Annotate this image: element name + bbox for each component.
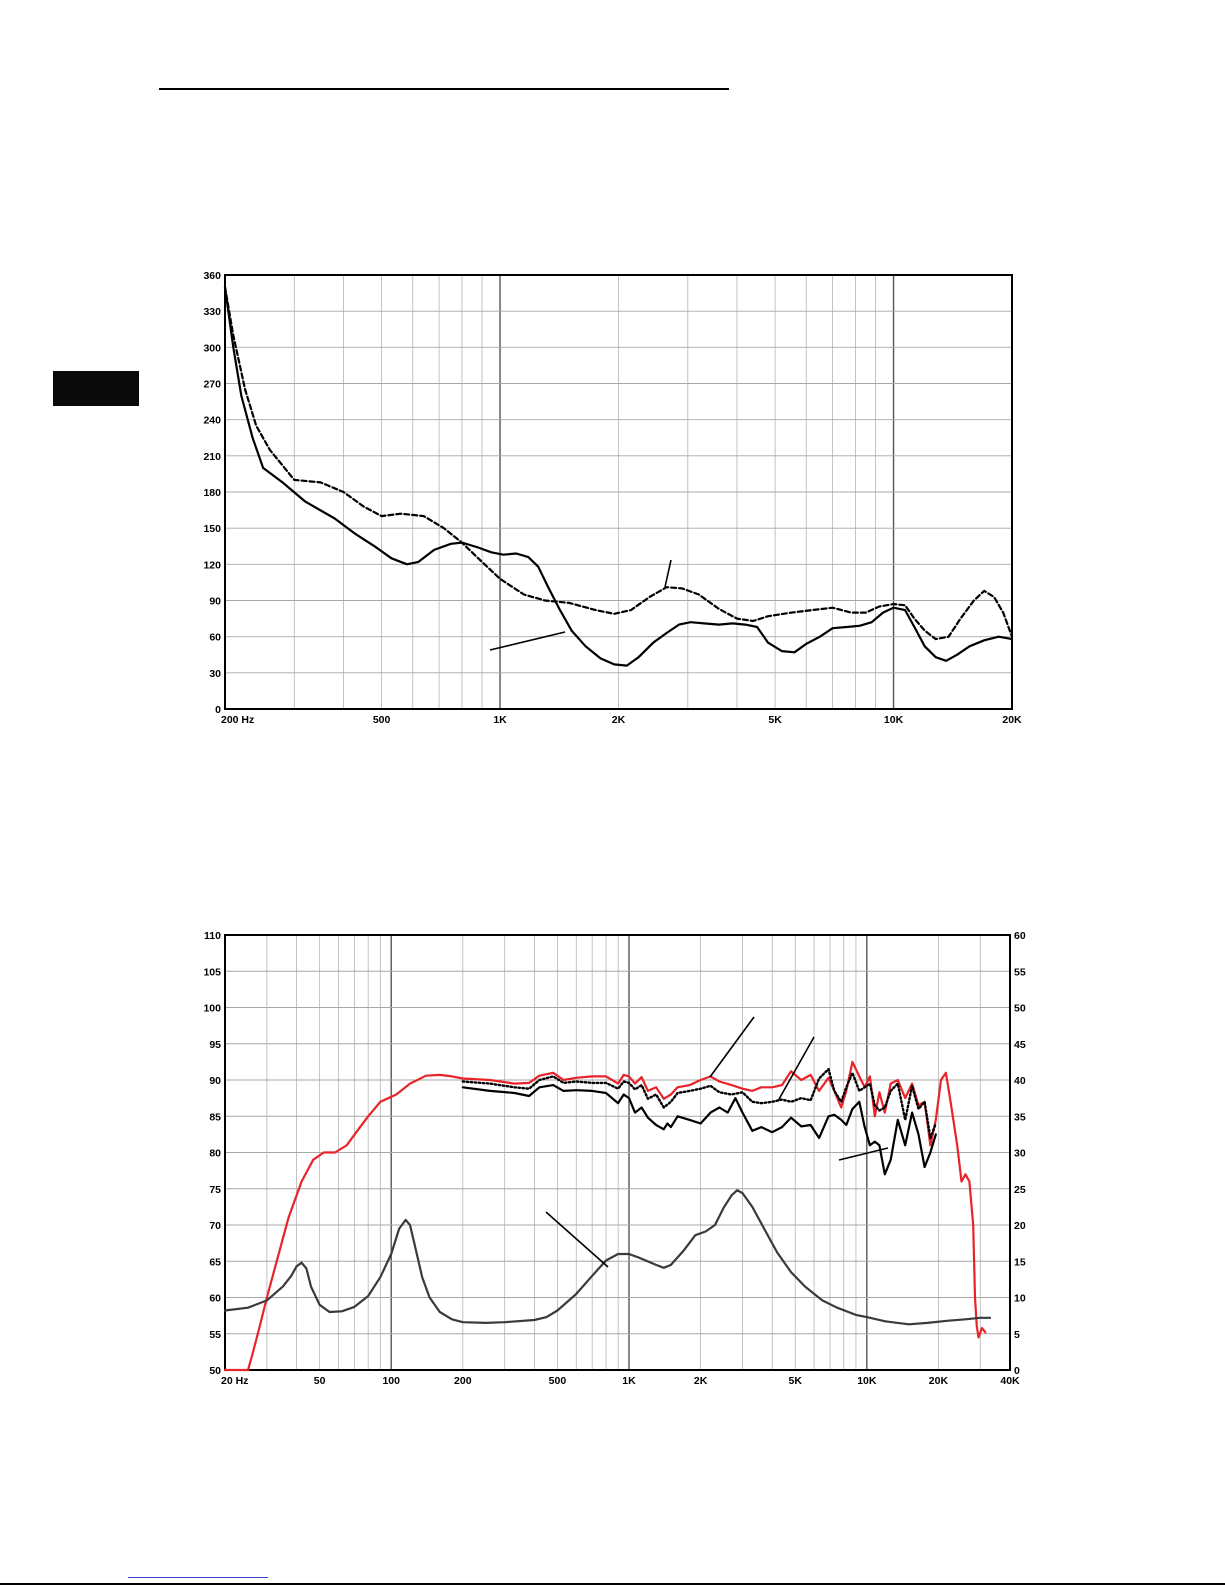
- x-tick-label: 5K: [768, 714, 782, 726]
- y2-tick-label: 30: [1014, 1148, 1026, 1160]
- y2-tick-label: 25: [1014, 1184, 1026, 1196]
- annotation-leader-1-1: [777, 1036, 815, 1102]
- y-tick-label: 180: [203, 487, 221, 499]
- annotation-leader-1-2: [838, 1147, 889, 1161]
- y-tick-label: 65: [209, 1256, 221, 1268]
- y2-tick-label: 15: [1014, 1256, 1026, 1268]
- y2-tick-label: 60: [1014, 930, 1026, 942]
- plot-frame-1: [224, 934, 1011, 1371]
- annotation-leader-1-3: [545, 1211, 609, 1268]
- annotation-leader-0-1: [489, 631, 566, 651]
- x-tick-label: 100: [382, 1375, 400, 1387]
- y-tick-label: 90: [209, 596, 221, 608]
- series-line-1-2: [461, 1084, 937, 1176]
- y-tick-label: 60: [209, 632, 221, 644]
- y2-tick-label: 35: [1014, 1111, 1026, 1123]
- x-tick-label: 5K: [789, 1375, 803, 1387]
- y2-tick-label: 10: [1014, 1293, 1026, 1305]
- y-tick-label: 70: [209, 1220, 221, 1232]
- y2-tick-label: 20: [1014, 1220, 1026, 1232]
- series-line-1-3: [223, 1189, 992, 1326]
- x-tick-label: 1K: [622, 1375, 636, 1387]
- x-tick-label: 200: [454, 1375, 472, 1387]
- bottom-page-rule: [0, 1583, 1225, 1585]
- annotation-leader-1-0: [709, 1016, 755, 1078]
- y-tick-label: 60: [209, 1293, 221, 1305]
- x-tick-label: 2K: [612, 714, 626, 726]
- bottom-short-rule: [128, 1577, 268, 1578]
- y-tick-label: 55: [209, 1329, 221, 1341]
- y-tick-label: 30: [209, 668, 221, 680]
- y-tick-label: 300: [203, 342, 221, 354]
- y-tick-label: 270: [203, 379, 221, 391]
- y2-tick-label: 55: [1014, 966, 1026, 978]
- y-tick-label: 360: [203, 270, 221, 282]
- y-tick-label: 80: [209, 1148, 221, 1160]
- series-line-0-0: [223, 286, 1014, 667]
- y-tick-label: 75: [209, 1184, 221, 1196]
- x-tick-label: 50: [314, 1375, 326, 1387]
- y-tick-label: 85: [209, 1111, 221, 1123]
- x-tick-label: 40K: [1000, 1375, 1020, 1387]
- top-rule: [159, 88, 729, 90]
- y2-tick-label: 50: [1014, 1003, 1026, 1015]
- y-tick-label: 100: [203, 1003, 221, 1015]
- x-tick-label: 10K: [857, 1375, 877, 1387]
- x-tick-label: 500: [549, 1375, 567, 1387]
- y2-tick-label: 45: [1014, 1039, 1026, 1051]
- series-line-1-1: [461, 1067, 937, 1140]
- y-tick-label: 150: [203, 523, 221, 535]
- y2-tick-label: 5: [1014, 1329, 1020, 1341]
- x-tick-label: 2K: [694, 1375, 708, 1387]
- y-tick-label: 110: [204, 930, 221, 942]
- x-tick-label: 10K: [884, 714, 904, 726]
- x-tick-label: 20K: [929, 1375, 949, 1387]
- y-tick-label: 210: [203, 451, 221, 463]
- series-line-0-1: [223, 286, 1014, 641]
- y-tick-label: 105: [203, 966, 221, 978]
- x-tick-label: 200 Hz: [221, 714, 254, 726]
- y-tick-label: 0: [215, 704, 221, 716]
- y2-tick-label: 40: [1014, 1075, 1026, 1087]
- side-tab-marker: [53, 371, 139, 406]
- x-tick-label: 20K: [1002, 714, 1022, 726]
- y2-tick-label: 0: [1014, 1365, 1020, 1377]
- y-tick-label: 95: [209, 1039, 221, 1051]
- plot-frame-0: [224, 274, 1013, 710]
- x-tick-label: 20 Hz: [221, 1375, 248, 1387]
- x-tick-label: 500: [373, 714, 391, 726]
- x-tick-label: 1K: [493, 714, 507, 726]
- y-tick-label: 90: [209, 1075, 221, 1087]
- series-line-1-0: [223, 1060, 987, 1372]
- y-tick-label: 50: [209, 1365, 221, 1377]
- annotation-leader-0-0: [664, 559, 672, 588]
- y-tick-label: 240: [203, 415, 221, 427]
- y-tick-label: 120: [203, 559, 221, 571]
- y-tick-label: 330: [203, 306, 221, 318]
